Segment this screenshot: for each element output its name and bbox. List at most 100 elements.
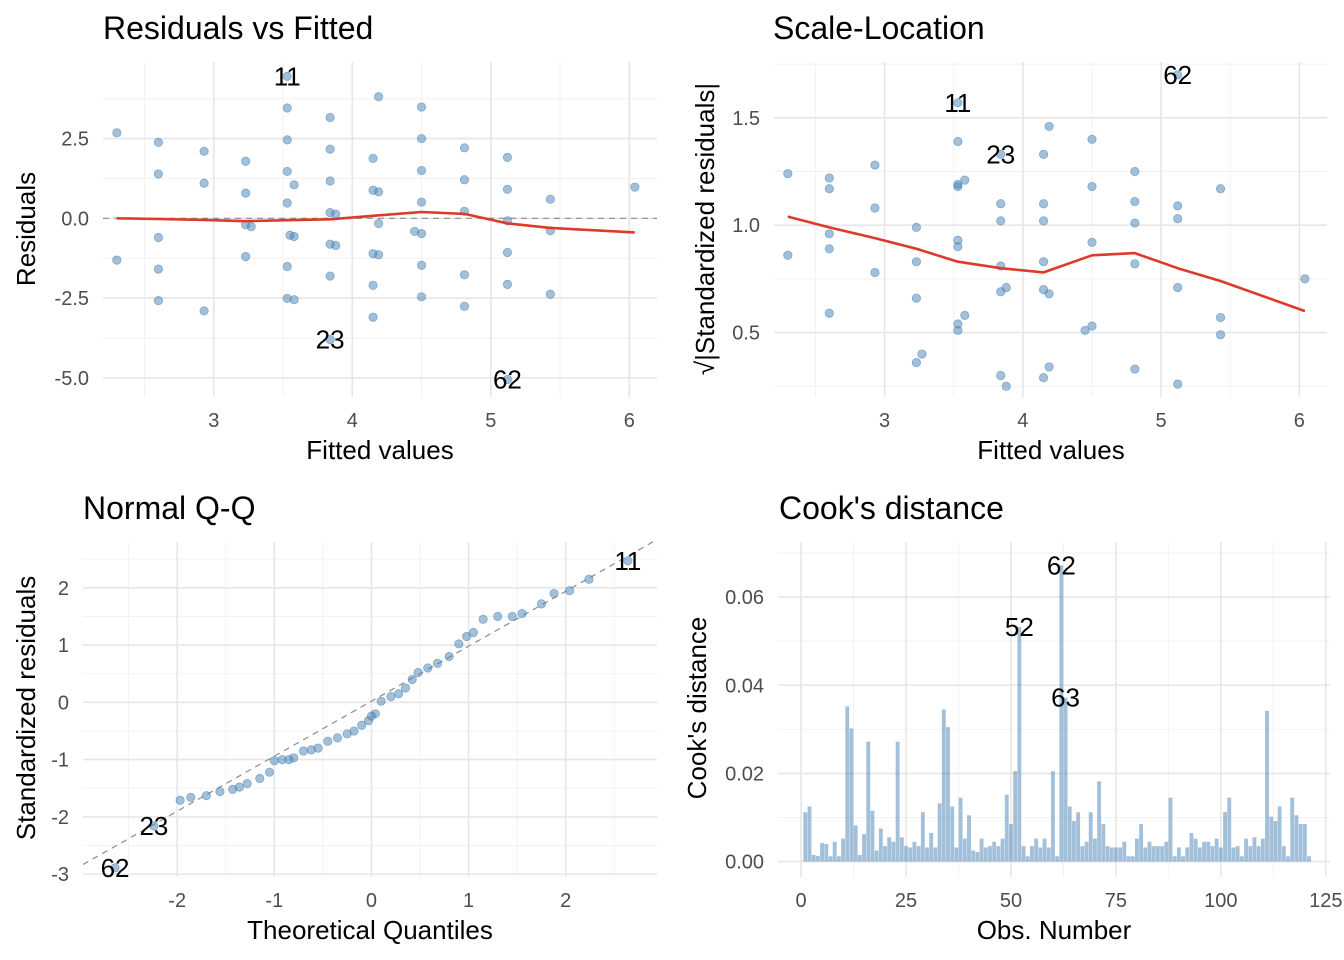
data-point — [507, 611, 517, 622]
cooks-bar — [1227, 797, 1232, 862]
cooks-bar — [941, 709, 946, 862]
data-point — [246, 222, 256, 232]
data-point — [911, 222, 921, 232]
cooks-bar — [1265, 710, 1269, 862]
y-tick-label: 2.5 — [61, 129, 89, 151]
data-point — [368, 153, 378, 163]
data-point — [242, 779, 252, 789]
data-point — [824, 229, 834, 239]
cooks-bar — [1067, 806, 1072, 862]
panel-title: Residuals vs Fitted — [103, 10, 373, 46]
data-point — [298, 746, 309, 756]
data-point — [153, 296, 163, 306]
panel-title: Scale-Location — [773, 10, 985, 46]
data-point — [282, 261, 292, 272]
data-point — [1038, 257, 1049, 267]
data-point — [824, 308, 834, 318]
cooks-bar — [849, 728, 854, 862]
cooks-bar — [1055, 856, 1060, 862]
data-point — [459, 301, 470, 311]
cooks-bar — [1176, 847, 1181, 862]
panel-title: Normal Q-Q — [83, 490, 255, 526]
y-tick-label: 0.06 — [725, 587, 764, 609]
cooks-bar — [899, 837, 904, 862]
data-point — [241, 252, 251, 262]
cooks-bar — [1038, 847, 1043, 862]
data-point — [953, 179, 963, 190]
data-point — [400, 683, 411, 693]
data-point — [416, 133, 427, 144]
data-point — [199, 146, 209, 156]
cooks-bar — [824, 843, 829, 862]
data-point — [783, 169, 793, 179]
cooks-bar — [1172, 856, 1177, 862]
cooks-bar — [1021, 846, 1026, 862]
data-point — [953, 136, 963, 147]
data-point — [953, 325, 963, 336]
data-point — [459, 175, 470, 185]
x-tick-label: 125 — [1309, 890, 1342, 912]
data-point — [1038, 373, 1049, 383]
data-point — [289, 295, 299, 305]
data-point — [468, 627, 479, 638]
cooks-bar — [1080, 846, 1085, 862]
data-point — [824, 173, 834, 183]
x-tick-label: 6 — [624, 410, 635, 432]
cooks-bar — [958, 797, 963, 862]
cooks-bar — [979, 838, 984, 862]
x-tick-label: 25 — [895, 890, 917, 912]
x-tick-labels: -2 -1 0 1 2 — [168, 890, 571, 912]
data-point — [241, 188, 251, 198]
data-point — [368, 312, 378, 322]
data-point — [1173, 70, 1183, 80]
data-point — [282, 103, 292, 113]
cooks-bar — [1218, 847, 1223, 862]
x-axis-title: Theoretical Quantiles — [247, 915, 493, 945]
x-tick-label: 0 — [366, 890, 377, 912]
cooks-bar — [1063, 697, 1068, 862]
cooks-bar — [895, 741, 900, 862]
cooks-bar — [1277, 806, 1282, 862]
data-point — [413, 667, 423, 678]
data-point — [444, 651, 454, 662]
data-point — [325, 144, 335, 154]
cooks-bar — [862, 834, 866, 862]
x-tick-labels: 3 4 5 6 — [208, 410, 635, 432]
cooks-bar — [904, 846, 908, 862]
cooks-bar — [1294, 815, 1299, 862]
cooks-bar — [996, 846, 1001, 862]
cooks-bar — [866, 741, 871, 862]
data-point — [1044, 121, 1054, 132]
panel-normal-qq: Normal Q-Q -2 -1 0 1 2 -3 -2 -1 0 1 2 11 23 62 Theo… — [11, 490, 658, 945]
data-point — [493, 611, 503, 622]
point-label: 11 — [944, 88, 971, 118]
data-point — [462, 631, 472, 642]
cooks-bar — [950, 806, 955, 862]
x-tick-label: 5 — [485, 410, 496, 432]
data-point — [282, 135, 292, 145]
y-tick-label: -2.5 — [55, 288, 89, 310]
y-axis-title: Cook's distance — [682, 617, 712, 800]
data-point — [386, 692, 396, 702]
data-point — [376, 696, 386, 706]
data-point — [175, 795, 185, 805]
cooks-bar — [1235, 846, 1240, 862]
cooks-bar — [828, 856, 833, 862]
x-tick-label: 75 — [1105, 890, 1127, 912]
cooks-bar — [1302, 824, 1307, 862]
data-point — [824, 184, 834, 194]
cooks-bar — [1239, 856, 1244, 862]
cooks-bar — [1160, 846, 1165, 862]
data-point — [264, 767, 275, 777]
x-tick-label: 50 — [1000, 890, 1022, 912]
x-tick-label: 4 — [347, 410, 358, 432]
data-point — [1038, 216, 1049, 226]
data-point — [1001, 282, 1011, 293]
cooks-bar — [937, 803, 942, 862]
data-point — [996, 199, 1006, 209]
data-point — [1215, 184, 1226, 194]
data-point — [289, 753, 299, 763]
cooks-bar — [1269, 816, 1274, 862]
cooks-bar — [1101, 824, 1106, 862]
data-point — [325, 112, 335, 123]
